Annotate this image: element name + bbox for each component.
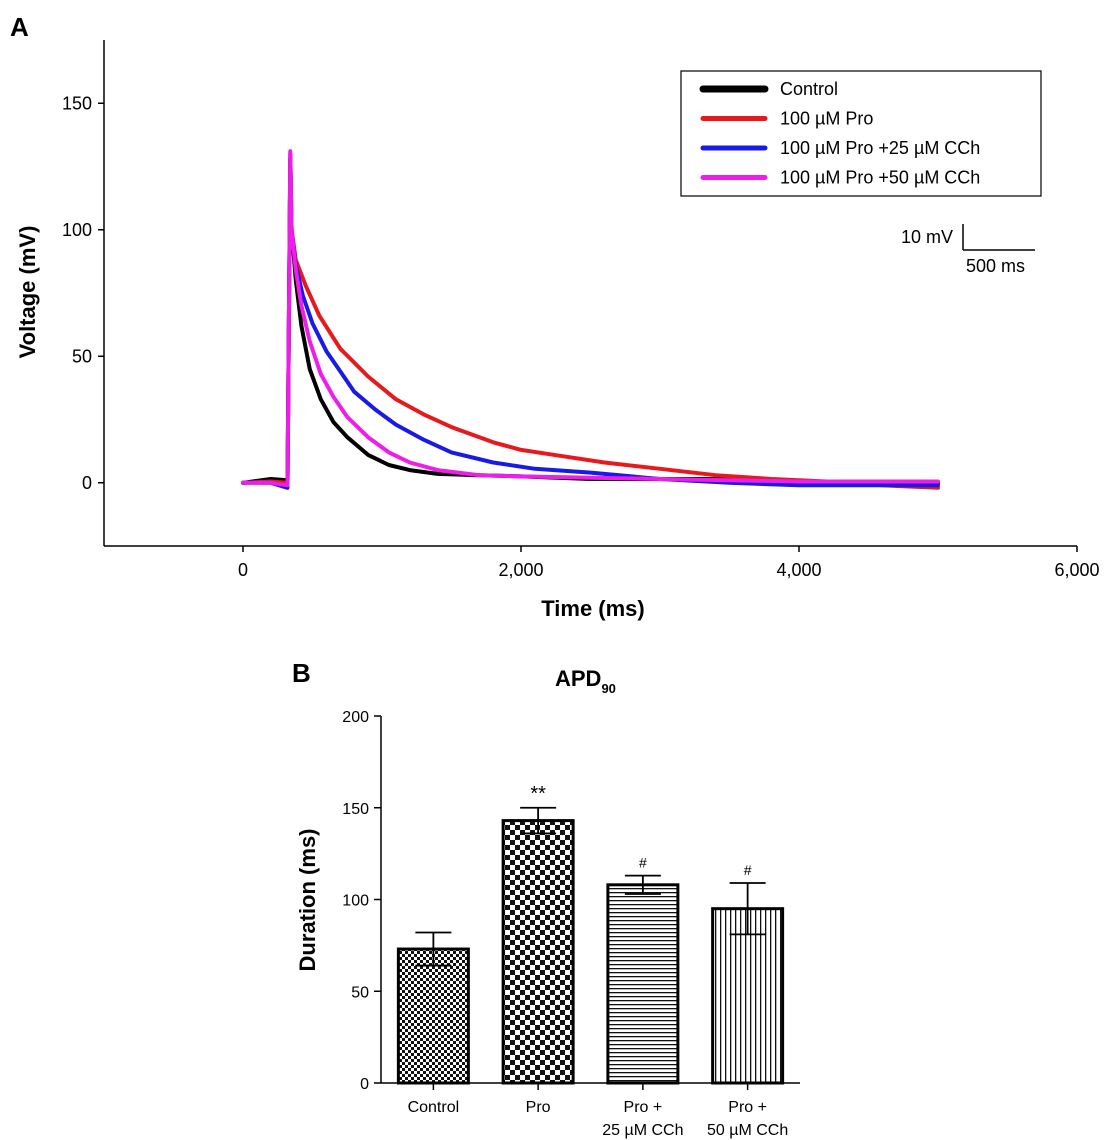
panel-a-x-axis-title: Time (ms) [541, 596, 645, 621]
legend-label: Control [780, 79, 838, 99]
bar [711, 907, 785, 1085]
panel-b-axes: 0 50 100 150 200 [342, 709, 800, 1093]
panel-a-y-axis-title: Voltage (mV) [15, 226, 40, 359]
panel-b-y-tick-label: 150 [342, 801, 369, 818]
panel-a-y-tick-label: 0 [82, 473, 92, 493]
panel-b-bars: Control ** Pro # Pro + 25 µM CCh # Pro + 50 µM C… [396, 783, 788, 1139]
panel-b-x-tick-label: Control [408, 1099, 460, 1116]
legend: Control 100 µM Pro 100 µM Pro +25 µM CCh 10… [680, 70, 1042, 197]
panel-b: B APD90 0 50 100 150 200 Control ** Pro # Pro + 2… [292, 658, 800, 1139]
panel-b-title: APD90 [555, 666, 616, 696]
panel-b-x-tick-label: Pro + [624, 1099, 663, 1116]
panel-a-letter: A [10, 12, 29, 42]
scale-bar: 10 mV 500 ms [901, 224, 1035, 276]
significance-annotation: ** [530, 783, 546, 805]
panel-b-y-tick-label: 200 [342, 709, 369, 726]
scale-bar-voltage-label: 10 mV [901, 227, 953, 247]
panel-b-letter: B [292, 658, 311, 688]
panel-b-title-main: APD [555, 666, 601, 691]
panel-a-x-tick-label: 0 [238, 560, 248, 580]
panel-a-axes: 0 50 100 150 0 2,000 4,000 6,000 [62, 40, 1100, 580]
panel-b-y-tick-label: 50 [351, 984, 369, 1001]
scale-bar-time-label: 500 ms [966, 256, 1025, 276]
panel-a-x-tick-label: 6,000 [1054, 560, 1099, 580]
panel-a-x-tick-label: 2,000 [498, 560, 543, 580]
panel-a-y-tick-label: 100 [62, 220, 92, 240]
series-line-1 [241, 156, 940, 485]
significance-annotation: # [744, 862, 752, 878]
series-line-4 [241, 149, 940, 488]
panel-b-x-tick-label-line2: 50 µM CCh [707, 1122, 788, 1139]
bar [606, 883, 680, 1085]
panel-b-x-tick-label: Pro [526, 1099, 551, 1116]
panel-b-x-tick-label: Pro + [728, 1099, 767, 1116]
panel-b-x-tick-label-line2: 25 µM CCh [602, 1122, 683, 1139]
panel-a: A 0 50 100 150 0 2,000 4,000 6,000 Time (ms) Vo… [10, 12, 1100, 621]
legend-label: 100 µM Pro +25 µM CCh [780, 138, 980, 158]
legend-label: 100 µM Pro +50 µM CCh [780, 168, 980, 188]
panel-b-y-axis-title: Duration (ms) [295, 829, 320, 972]
bar [501, 819, 575, 1085]
panel-a-y-tick-label: 50 [72, 346, 92, 366]
panel-b-title-subscript: 90 [601, 681, 615, 696]
significance-annotation: # [639, 855, 647, 871]
bar [396, 947, 470, 1085]
panel-a-series [241, 149, 940, 490]
legend-entries: Control 100 µM Pro 100 µM Pro +25 µM CCh 10… [699, 79, 980, 188]
legend-label: 100 µM Pro [780, 109, 873, 129]
panel-b-y-tick-label: 100 [342, 893, 369, 910]
panel-a-x-tick-label: 4,000 [776, 560, 821, 580]
panel-a-y-tick-label: 150 [62, 93, 92, 113]
panel-b-y-tick-label: 0 [360, 1076, 369, 1093]
